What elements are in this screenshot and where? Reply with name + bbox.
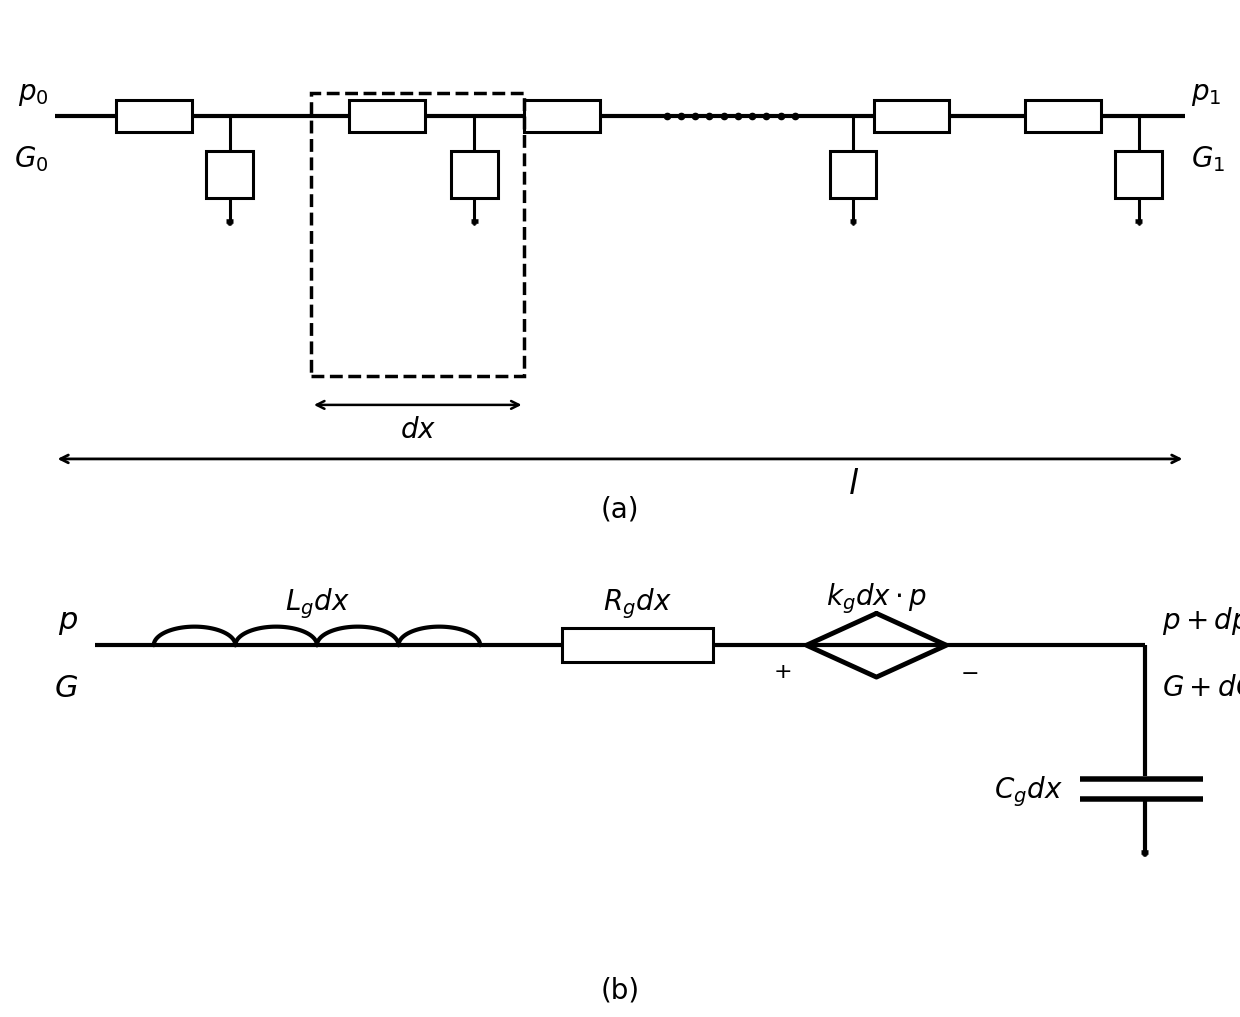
Bar — [1025, 100, 1101, 131]
Text: $L_g dx$: $L_g dx$ — [284, 587, 350, 621]
Text: +: + — [774, 662, 792, 681]
Text: $R_g dx$: $R_g dx$ — [603, 587, 672, 621]
Bar — [562, 627, 713, 662]
Text: $dx$: $dx$ — [399, 416, 436, 444]
Text: $G$: $G$ — [53, 674, 78, 704]
Text: (a): (a) — [600, 495, 640, 524]
Bar — [523, 100, 600, 131]
Text: $G_1$: $G_1$ — [1192, 144, 1225, 174]
Bar — [830, 151, 877, 198]
Text: $l$: $l$ — [848, 469, 858, 501]
Bar — [873, 100, 950, 131]
Text: $-$: $-$ — [960, 662, 978, 681]
Text: $C_g dx$: $C_g dx$ — [994, 774, 1063, 809]
Text: $p+dp$: $p+dp$ — [1162, 605, 1240, 638]
Bar — [451, 151, 497, 198]
Text: $p_1$: $p_1$ — [1192, 80, 1221, 108]
Text: (b): (b) — [600, 976, 640, 1005]
Bar — [115, 100, 192, 131]
Text: $G_0$: $G_0$ — [15, 144, 48, 174]
Text: $p$: $p$ — [58, 608, 78, 638]
Bar — [1116, 151, 1162, 198]
Text: $p_0$: $p_0$ — [19, 80, 48, 108]
Text: $G+dG$: $G+dG$ — [1162, 674, 1240, 703]
Bar — [348, 100, 425, 131]
Bar — [311, 94, 525, 376]
Bar — [206, 151, 253, 198]
Text: $k_g dx \cdot p$: $k_g dx \cdot p$ — [826, 582, 928, 616]
